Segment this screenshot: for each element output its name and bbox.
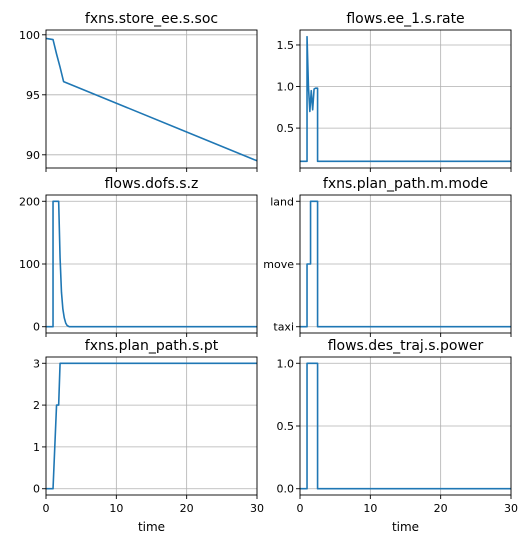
subplot-title: flows.dofs.s.z — [105, 176, 199, 192]
subplot-2: 0.5 1.0 1.5 flows.ee_1.s.rate — [277, 11, 512, 172]
subplot-title: flows.des_traj.s.power — [328, 338, 484, 354]
subplot-title: fxns.plan_path.m.mode — [323, 176, 488, 192]
y-tick-label: 100 — [19, 258, 40, 271]
subplot-6: 0.0 0.5 1.0 0 10 20 30 flows.des_traj.s.powerti… — [277, 338, 519, 534]
y-tick-label: 1.0 — [277, 81, 295, 94]
y-tick-label: 95 — [26, 89, 40, 102]
y-tick-label: move — [263, 258, 294, 271]
subplot-title: flows.ee_1.s.rate — [346, 11, 464, 27]
y-tick-label: taxi — [273, 321, 294, 334]
y-tick-label: 0 — [33, 321, 40, 334]
y-tick-label: 1 — [33, 441, 40, 454]
y-tick-label: 0.0 — [277, 483, 295, 496]
y-tick-label: 100 — [19, 29, 40, 42]
x-tick-label: 10 — [363, 502, 377, 515]
y-tick-label: 0 — [33, 483, 40, 496]
x-tick-label: 0 — [43, 502, 50, 515]
series-line — [46, 200, 257, 328]
axes-frame — [45, 356, 258, 496]
x-tick-label: 20 — [434, 502, 448, 515]
x-tick-label: 30 — [504, 502, 518, 515]
x-tick-label: 0 — [297, 502, 304, 515]
subplot-title: fxns.plan_path.s.pt — [85, 338, 219, 354]
subplot-3: 0 100 200 flows.dofs.s.z — [19, 176, 258, 337]
y-tick-label: 1.5 — [277, 39, 295, 52]
axes-frame — [45, 29, 258, 169]
x-tick-label: 30 — [250, 502, 264, 515]
series-line — [300, 35, 511, 163]
x-axis-label: time — [138, 520, 165, 534]
y-tick-label: 1.0 — [277, 357, 295, 370]
series-line — [300, 200, 511, 328]
x-tick-label: 10 — [109, 502, 123, 515]
y-tick-label: 90 — [26, 149, 40, 162]
x-axis-label: time — [392, 520, 419, 534]
series-line — [300, 362, 511, 490]
y-tick-label: 0.5 — [277, 420, 295, 433]
axes-frame — [299, 29, 512, 169]
subplot-title: fxns.store_ee.s.soc — [85, 11, 218, 27]
subplot-1: 90 95 100 fxns.store_ee.s.soc — [19, 11, 258, 172]
x-tick-label: 20 — [180, 502, 194, 515]
series-line — [46, 37, 257, 162]
y-tick-label: land — [270, 195, 294, 208]
series-line — [46, 362, 257, 490]
y-tick-label: 2 — [33, 399, 40, 412]
y-tick-label: 3 — [33, 357, 40, 370]
y-tick-label: 200 — [19, 195, 40, 208]
subplot-4: taxi move land fxns.plan_path.m.mode — [263, 176, 512, 337]
y-tick-label: 0.5 — [277, 122, 295, 135]
